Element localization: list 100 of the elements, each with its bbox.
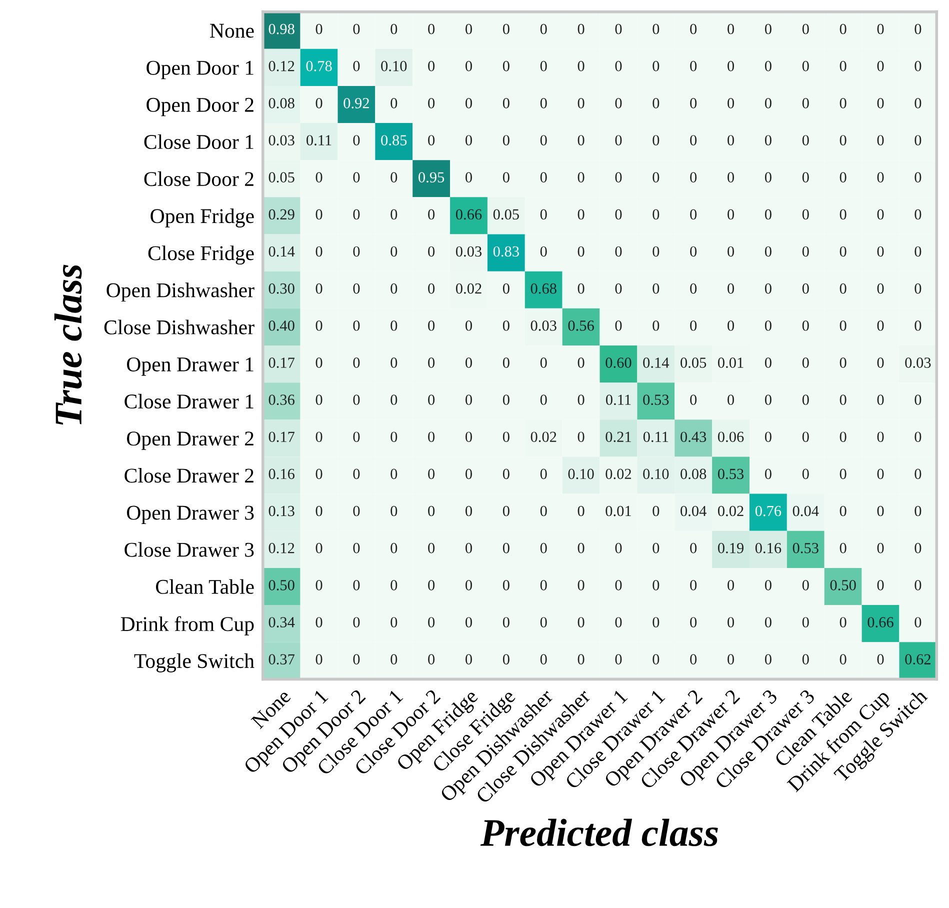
data-label: 0 xyxy=(316,98,322,108)
data-label: 0.83 xyxy=(493,246,519,257)
data-label: 0.30 xyxy=(268,283,294,294)
data-label: 0 xyxy=(840,172,846,182)
data-label: 0 xyxy=(728,60,734,72)
data-label: 0 xyxy=(316,283,322,294)
y-tick-label: Close Dishwasher xyxy=(104,320,254,334)
data-label: 0 xyxy=(502,283,510,294)
data-label: 0 xyxy=(764,617,772,628)
data-label: 0 xyxy=(914,246,922,257)
data-label: 0.19 xyxy=(718,542,744,554)
data-label: 0 xyxy=(764,209,772,220)
y-tick-label: Close Drawer 3 xyxy=(124,542,254,557)
data-label: 0 xyxy=(428,432,435,442)
data-label: 0 xyxy=(652,172,660,182)
data-label: 0 xyxy=(353,432,360,442)
data-label: 0 xyxy=(877,320,884,331)
data-label: 0 xyxy=(652,654,660,664)
data-label: 0.92 xyxy=(344,98,369,108)
data-label: 0 xyxy=(466,542,472,554)
data-label: 0 xyxy=(690,542,697,554)
data-label: 0 xyxy=(466,394,472,405)
data-label: 0.76 xyxy=(755,506,782,516)
data-label: 0 xyxy=(652,580,660,590)
data-label: 0 xyxy=(428,209,435,220)
data-label: 0 xyxy=(353,394,360,405)
data-label: 0 xyxy=(877,135,884,146)
data-label: 0 xyxy=(428,24,435,34)
data-label: 0 xyxy=(353,617,360,628)
data-label: 0 xyxy=(914,394,922,405)
data-label: 0 xyxy=(652,60,660,72)
data-label: 0.53 xyxy=(792,542,818,554)
data-label: 0.85 xyxy=(381,135,407,146)
data-label: 0.60 xyxy=(606,358,632,368)
data-label: 0 xyxy=(615,246,622,257)
data-label: 0 xyxy=(540,135,547,146)
data-label: 0 xyxy=(728,283,734,294)
data-label: 0 xyxy=(840,358,846,368)
data-label: 0.10 xyxy=(643,468,669,480)
data-label: 0.03 xyxy=(268,135,294,146)
data-label: 0 xyxy=(840,506,846,516)
data-label: 0 xyxy=(390,98,398,108)
data-label: 0 xyxy=(316,358,322,368)
data-label: 0 xyxy=(802,432,809,442)
data-label: 0 xyxy=(428,246,435,257)
data-label: 0 xyxy=(802,98,809,108)
data-label: 0.21 xyxy=(606,432,631,442)
y-tick-label: Close Drawer 1 xyxy=(124,394,254,409)
data-label: 0 xyxy=(652,283,660,294)
data-label: 0 xyxy=(615,283,622,294)
data-label: 0.02 xyxy=(530,432,556,442)
data-label: 0 xyxy=(840,24,846,34)
data-label: 0 xyxy=(316,506,322,516)
data-label: 0 xyxy=(652,542,660,554)
data-label: 0 xyxy=(764,654,772,664)
data-label: 0.50 xyxy=(830,580,856,590)
data-label: 0 xyxy=(353,468,360,480)
data-label: 0.66 xyxy=(456,209,482,220)
y-tick-label: Close Door 2 xyxy=(144,171,254,186)
data-label: 0 xyxy=(353,172,360,182)
data-label: 0 xyxy=(428,394,435,405)
data-label: 0.34 xyxy=(268,617,295,628)
data-label: 0 xyxy=(802,172,809,182)
data-label: 0 xyxy=(728,394,734,405)
data-label: 0.11 xyxy=(643,432,668,442)
data-label: 0.53 xyxy=(643,394,669,405)
y-tick-label: Open Drawer 1 xyxy=(126,357,254,376)
data-label: 0 xyxy=(578,209,584,220)
data-label: 0.16 xyxy=(755,542,782,554)
data-label: 0 xyxy=(764,283,772,294)
data-label: 0 xyxy=(914,320,922,331)
data-label: 0 xyxy=(840,320,846,331)
data-label: 0 xyxy=(466,98,472,108)
data-label: 0 xyxy=(390,506,398,516)
data-label: 0 xyxy=(466,60,472,72)
data-label: 0 xyxy=(877,432,884,442)
data-label: 0.43 xyxy=(680,432,706,442)
data-label: 0 xyxy=(840,394,846,405)
data-label: 0 xyxy=(728,617,734,628)
data-label: 0 xyxy=(728,24,734,34)
data-label: 0 xyxy=(652,320,660,331)
data-label: 0 xyxy=(390,172,398,182)
data-label: 0 xyxy=(316,320,322,331)
y-tick-label: Open Door 2 xyxy=(146,98,254,116)
y-tick-label: Close Drawer 2 xyxy=(124,468,254,483)
data-label: 0 xyxy=(502,24,510,34)
data-label: 0.17 xyxy=(268,358,295,368)
data-label: 0 xyxy=(840,135,846,146)
data-label: 0 xyxy=(690,24,697,34)
data-label: 0 xyxy=(690,172,697,182)
data-label: 0 xyxy=(690,135,697,146)
data-label: 0 xyxy=(390,432,398,442)
data-label: 0 xyxy=(877,542,884,554)
data-label: 0 xyxy=(540,654,547,664)
data-label: 0.56 xyxy=(568,320,594,331)
data-label: 0 xyxy=(502,580,510,590)
data-label: 0.14 xyxy=(268,246,295,257)
data-label: 0 xyxy=(802,580,809,590)
data-label: 0 xyxy=(353,24,360,34)
data-label: 0.66 xyxy=(868,617,894,628)
